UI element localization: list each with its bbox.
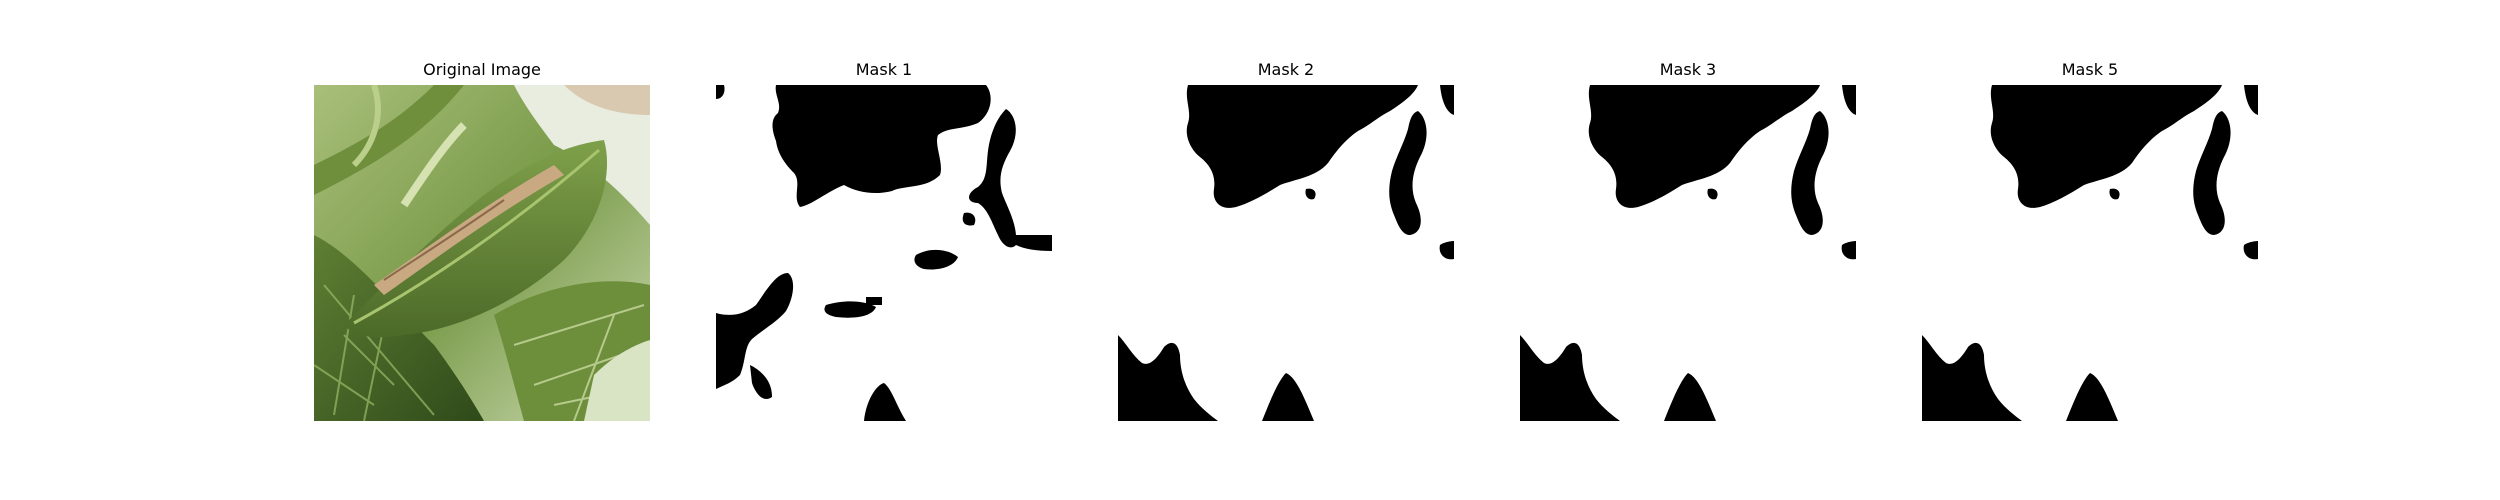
mask-3-image (1520, 85, 1856, 421)
panel-original-image: Original Image (314, 57, 650, 421)
panel-title: Original Image (423, 60, 541, 79)
panel-title: Mask 5 (2061, 60, 2119, 79)
panel-title: Mask 2 (1257, 60, 1315, 79)
panel-mask-3: Mask 3 (1520, 57, 1856, 421)
mask-5-image (1922, 85, 2258, 421)
panel-title: Mask 3 (1659, 60, 1717, 79)
panel-mask-1: Mask 1 (716, 57, 1052, 421)
original-leaf-photo (314, 85, 650, 421)
mask-1-image (716, 85, 1052, 421)
panel-title: Mask 1 (855, 60, 913, 79)
panel-mask-2: Mask 2 (1118, 57, 1454, 421)
panel-mask-5: Mask 5 (1922, 57, 2258, 421)
mask-2-image (1118, 85, 1454, 421)
